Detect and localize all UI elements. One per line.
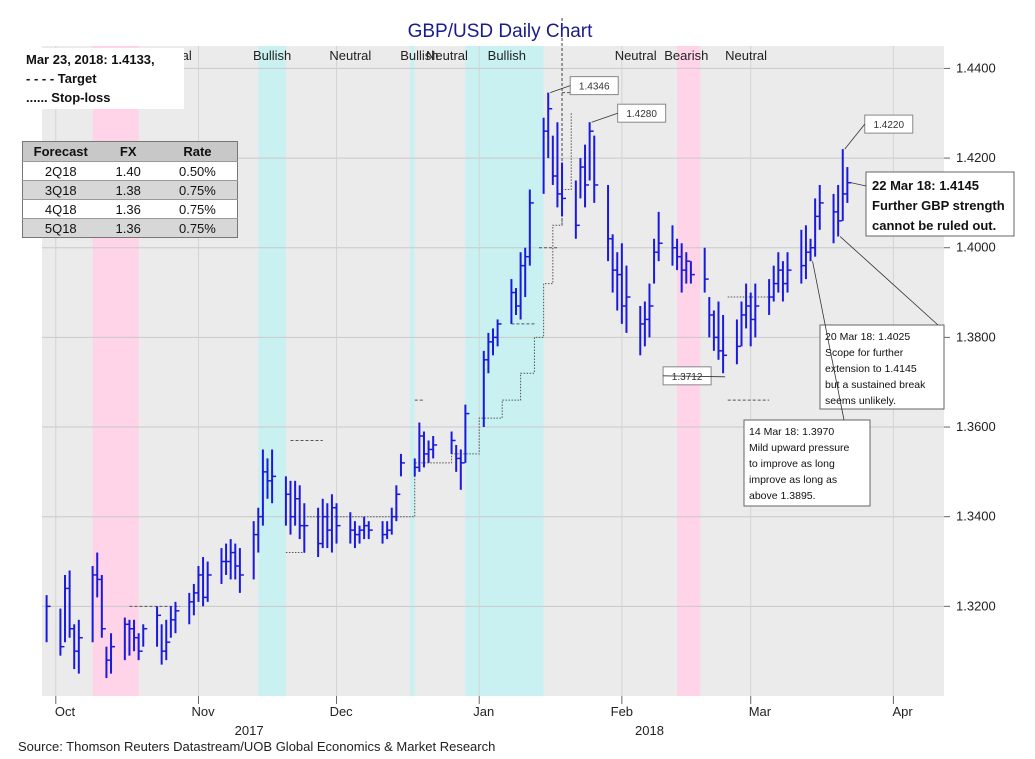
table-row: 3Q18 1.38 0.75%	[22, 180, 238, 200]
callout-line: improve as long as	[749, 474, 837, 486]
x-tick-label: Dec	[330, 704, 354, 719]
cell-rate: 0.75%	[157, 199, 238, 219]
price-bars	[45, 92, 852, 679]
axes: 1.3200 1.3400 1.3600 1.3800 1.4000 1.4200 1.44…	[55, 60, 996, 738]
y-tick-label: 1.4200	[956, 150, 996, 165]
price-tag-text: 1.4280	[626, 109, 657, 120]
callout-main-leader	[851, 182, 867, 187]
callout-line: 14 Mar 18: 1.3970	[749, 426, 834, 438]
callout-main-box	[865, 171, 1015, 237]
legend-date-line: Mar 23, 2018: 1.4133,	[26, 52, 155, 67]
cell-fx: 1.38	[98, 180, 158, 200]
x-tick-label: Jan	[473, 704, 494, 719]
price-tag-leader	[591, 112, 618, 123]
cell-fx: 1.36	[98, 218, 158, 238]
price-tag-leader	[663, 375, 726, 378]
cell-period: 5Q18	[22, 218, 99, 238]
price-tag-text: 1.3712	[672, 372, 703, 383]
y-tick-label: 1.3400	[956, 509, 996, 524]
callout-line: extension to 1.4145	[825, 363, 917, 375]
table-row: 2Q18 1.40 0.50%	[22, 161, 238, 181]
x-tick-label: Oct	[55, 704, 76, 719]
x-tick-label: Nov	[192, 704, 216, 719]
regime-label: Bullish	[253, 48, 291, 63]
header-forecast: Forecast	[22, 141, 99, 162]
regime-label: Neutral	[329, 48, 371, 63]
regime-label: Bullish	[400, 48, 438, 63]
cell-fx: 1.36	[98, 199, 158, 219]
regime-label: Bullish	[488, 48, 526, 63]
callout-line: Scope for further	[825, 347, 904, 359]
stop-loss-line	[285, 113, 770, 554]
x-tick-label: Mar	[749, 704, 772, 719]
callout-main-line: Further GBP strength	[872, 198, 1005, 213]
cell-period: 4Q18	[22, 199, 99, 219]
callout-line: to improve as long	[749, 458, 835, 470]
y-tick-label: 1.4000	[956, 240, 996, 255]
legend-stoploss-line: ...... Stop-loss	[26, 90, 111, 105]
cell-rate: 0.75%	[157, 218, 238, 238]
y-tick-label: 1.3200	[956, 598, 996, 613]
table-row: 5Q18 1.36 0.75%	[22, 218, 238, 238]
legend-target-line: - - - - Target	[26, 71, 97, 86]
price-tag-leader	[844, 123, 866, 150]
y-tick-label: 1.4400	[956, 60, 996, 75]
callout-line: Mild upward pressure	[749, 442, 850, 454]
regime-label: Neutral	[615, 48, 657, 63]
price-tag-text: 1.4220	[873, 120, 904, 131]
x-tick-label: Apr	[892, 704, 913, 719]
callout-main-line: 22 Mar 18: 1.4145	[872, 178, 979, 193]
price-tag-text: 1.4346	[579, 82, 610, 93]
chart-title: GBP/USD Daily Chart	[408, 21, 593, 42]
source-note: Source: Thomson Reuters Datastream/UOB G…	[18, 739, 496, 754]
y-tick-label: 1.3800	[956, 329, 996, 344]
price-tag-leader	[550, 85, 571, 93]
regime-band	[465, 46, 544, 696]
y-tick-label: 1.3600	[956, 419, 996, 434]
cell-period: 2Q18	[22, 161, 99, 181]
year-label: 2018	[635, 723, 664, 738]
cell-rate: 0.75%	[157, 180, 238, 200]
callout-line: seems unlikely.	[825, 395, 896, 407]
callout-leader	[812, 261, 845, 421]
annotations: 1.4346 1.4280 1.4220 1.3712 22 Mar 18: 1.414…	[550, 76, 1015, 507]
callout-leader	[839, 236, 939, 326]
cell-period: 3Q18	[22, 180, 99, 200]
regime-label: Bearish	[664, 48, 708, 63]
regime-band	[258, 46, 286, 696]
header-fx: FX	[98, 141, 158, 162]
callout-main-line: cannot be ruled out.	[872, 218, 996, 233]
regime-label: Neutral	[426, 48, 468, 63]
callout-line: above 1.3895.	[749, 490, 816, 502]
x-tick-label: Feb	[611, 704, 633, 719]
cell-fx: 1.40	[98, 161, 158, 181]
forecast-table-header: Forecast FX Rate	[22, 141, 238, 162]
regime-band	[410, 46, 415, 696]
forecast-table: Forecast FX Rate 2Q18 1.40 0.50% 3Q18 1.…	[22, 141, 238, 238]
regime-label: Neutral	[725, 48, 767, 63]
header-rate: Rate	[157, 141, 238, 162]
callout-line: 20 Mar 18: 1.4025	[825, 331, 910, 343]
callout-box	[819, 324, 945, 410]
legend-box: Mar 23, 2018: 1.4133, - - - - Target ...…	[22, 48, 184, 109]
table-row: 4Q18 1.36 0.75%	[22, 199, 238, 219]
callout-box	[743, 419, 871, 507]
year-label: 2017	[235, 723, 264, 738]
callout-line: but a sustained break	[825, 379, 926, 391]
cell-rate: 0.50%	[157, 161, 238, 181]
